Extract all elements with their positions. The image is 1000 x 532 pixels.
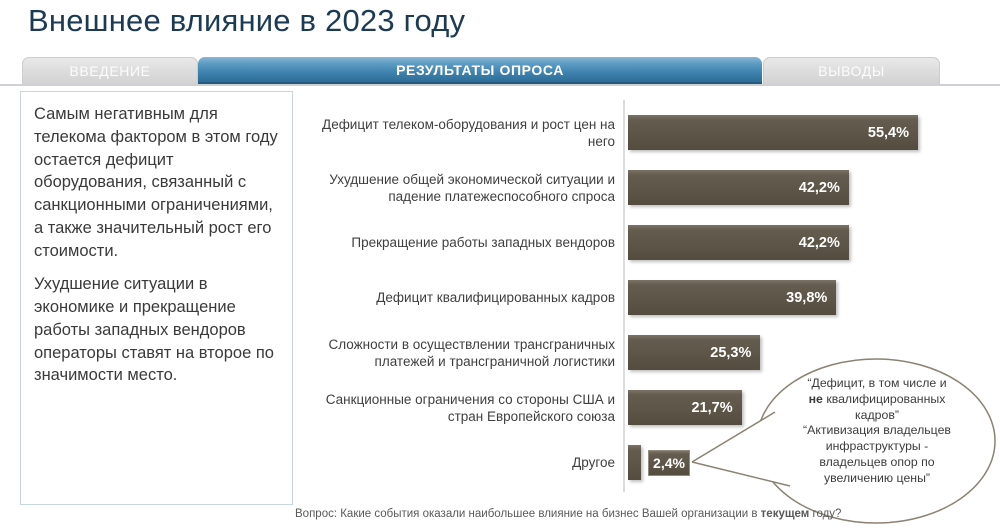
tab-conclusions-label: ВЫВОДЫ bbox=[818, 63, 885, 79]
chart-row: Дефицит квалифицированных кадров 39,8% bbox=[295, 270, 960, 325]
chart-row: Ухудшение общей экономической ситуации и… bbox=[295, 160, 960, 215]
bar-value-label: 21,7% bbox=[691, 399, 733, 416]
footnote-bold-word: текущем bbox=[760, 508, 810, 520]
bar-category-label: Ухудшение общей экономической ситуации и… bbox=[329, 171, 615, 204]
commentary-paragraph-2: Ухудшение ситуации в экономике и прекращ… bbox=[34, 275, 274, 385]
bar: 42,2% bbox=[628, 225, 849, 260]
commentary-paragraph-1: Самым негативным для телекома фактором в… bbox=[34, 105, 278, 260]
survey-question-footnote: Вопрос: Какие события оказали наибольшее… bbox=[295, 508, 841, 520]
footnote-suffix: году? bbox=[809, 508, 842, 520]
bar-track: 55,4% bbox=[625, 105, 960, 160]
tab-introduction[interactable]: ВВЕДЕНИЕ bbox=[22, 57, 198, 84]
tab-survey-results[interactable]: РЕЗУЛЬТАТЫ ОПРОСА bbox=[198, 57, 762, 84]
chart-row: Прекращение работы западных вендоров 42,2… bbox=[295, 215, 960, 270]
callout-quote1-pre: “Дефицит, в том числе и bbox=[807, 376, 947, 390]
bar-track: 42,2% bbox=[625, 215, 960, 270]
bar-category-label: Прекращение работы западных вендоров bbox=[351, 235, 615, 250]
bar: 42,2% bbox=[628, 170, 849, 205]
tab-conclusions[interactable]: ВЫВОДЫ bbox=[763, 57, 940, 84]
chart-vertical-axis bbox=[623, 100, 625, 492]
bar-track bbox=[625, 435, 960, 490]
bar-chart: Дефицит телеком-оборудования и рост цен … bbox=[295, 105, 960, 490]
footnote-prefix: Вопрос: Какие события оказали наибольшее… bbox=[295, 508, 761, 520]
bar-category-label: Другое bbox=[572, 455, 615, 470]
bar-category-label: Дефицит телеком-оборудования и рост цен … bbox=[322, 116, 615, 149]
bar-track: 39,8% bbox=[625, 270, 960, 325]
bar-category-label: Сложности в осуществлении трансграничных… bbox=[328, 336, 616, 369]
bar-value-label: 55,4% bbox=[867, 124, 909, 141]
chart-row: Дефицит телеком-оборудования и рост цен … bbox=[295, 105, 960, 160]
bar-value-label: 25,3% bbox=[710, 344, 752, 361]
bar-category-label: Санкционные ограничения со стороны США и… bbox=[325, 391, 615, 424]
chart-row: Другое bbox=[295, 435, 960, 490]
bar bbox=[628, 445, 641, 480]
tab-survey-results-label: РЕЗУЛЬТАТЫ ОПРОСА bbox=[396, 61, 564, 78]
other-bar-value-box: 2,4% bbox=[648, 450, 690, 476]
bar-category-label: Дефицит квалифицированных кадров bbox=[376, 290, 615, 305]
callout-quote1-bold: не bbox=[808, 391, 823, 406]
bar: 21,7% bbox=[628, 390, 742, 425]
bar: 55,4% bbox=[628, 115, 918, 150]
bar: 39,8% bbox=[628, 280, 837, 315]
bar-track: 25,3% bbox=[625, 325, 960, 380]
callout-quote-text: “Дефицит, в том числе и не квалифицирова… bbox=[771, 376, 983, 487]
bar-value-label: 39,8% bbox=[786, 289, 828, 306]
other-bar-value-label: 2,4% bbox=[653, 455, 685, 471]
bar-value-label: 42,2% bbox=[798, 179, 840, 196]
tab-introduction-label: ВВЕДЕНИЕ bbox=[69, 63, 151, 79]
chart-row: Сложности в осуществлении трансграничных… bbox=[295, 325, 960, 380]
bar-value-label: 42,2% bbox=[798, 234, 840, 251]
bar: 25,3% bbox=[628, 335, 761, 370]
callout-quote1-post: квалифицированных кадров” “Активизация в… bbox=[803, 391, 951, 485]
bar-track: 42,2% bbox=[625, 160, 960, 215]
page-title: Внешнее влияние в 2023 году bbox=[28, 3, 466, 38]
tab-bar-divider bbox=[0, 84, 1000, 86]
commentary-panel: Самым негативным для телекома фактором в… bbox=[20, 91, 293, 505]
